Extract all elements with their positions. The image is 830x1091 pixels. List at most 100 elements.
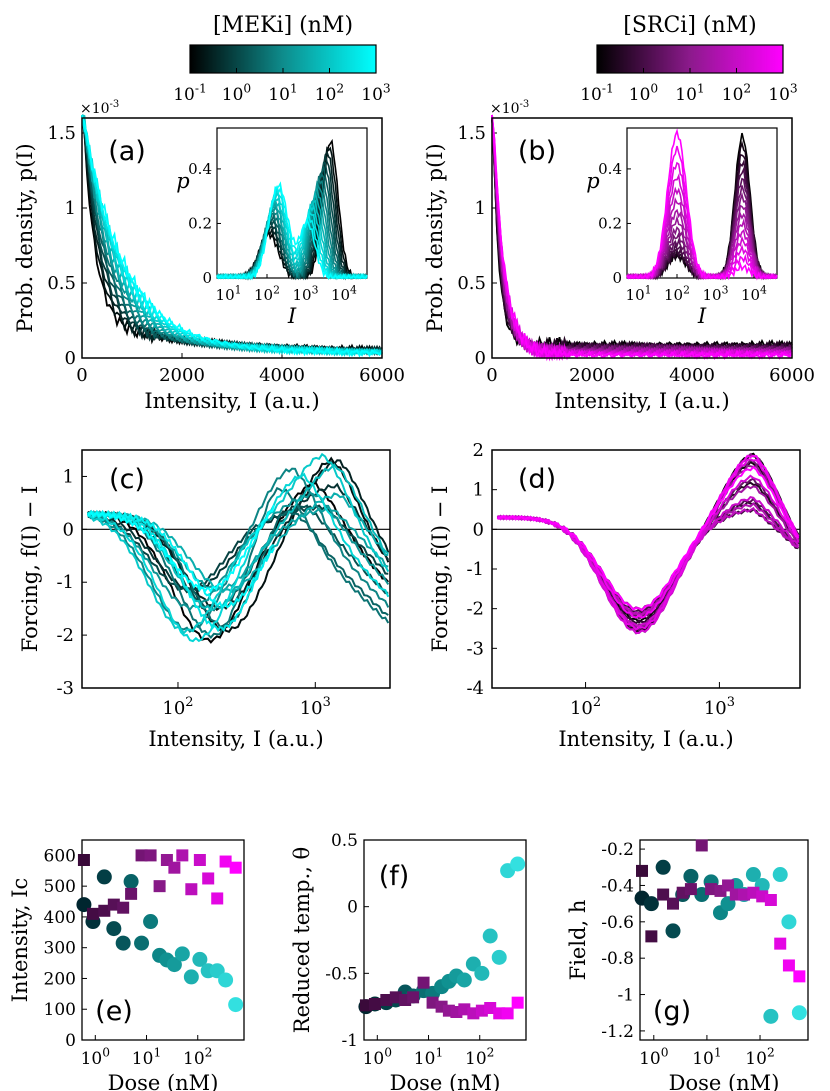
colorbar-tick-label: 102 — [722, 81, 751, 105]
meki-point — [791, 1005, 807, 1021]
x-tick-label: 102 — [162, 695, 193, 719]
y-tick-label: -2 — [466, 599, 484, 620]
colorbar-tick-label: 101 — [268, 81, 297, 105]
panel-label: (c) — [109, 464, 145, 495]
inset-y-tick-label: 0.2 — [598, 214, 622, 232]
meki-point — [643, 896, 659, 912]
x-tick-label: 100 — [639, 1045, 668, 1069]
x-tick-label: 103 — [300, 695, 331, 719]
y-tick-label: 600 — [44, 846, 76, 866]
y-tick-label: -1 — [617, 986, 634, 1006]
meki-point — [96, 869, 112, 885]
y-tick-label: -4 — [466, 678, 484, 699]
srci-point — [359, 999, 372, 1012]
axes-frame — [639, 839, 809, 1041]
panel-label: (e) — [95, 996, 133, 1027]
srci-point — [738, 888, 751, 901]
inset-x-tick-label: 101 — [216, 283, 242, 304]
panel-f: 100 101 102 -1 -0.5 0 0.5 Dose (nM) Reduced temp… — [290, 831, 527, 1091]
colorbar-tick-label: 10-1 — [173, 81, 207, 105]
meki-point — [655, 859, 671, 875]
colorbar-srci: [SRCi] (nM) 10-1 100 101 102 103 — [580, 13, 798, 105]
x-tick-label: 0 — [76, 365, 87, 386]
srci-point — [135, 849, 148, 862]
meki-point — [218, 972, 234, 988]
forcing-curve-series — [87, 452, 390, 635]
srci-point — [176, 849, 189, 862]
meki-point — [228, 997, 244, 1013]
srci-point — [117, 901, 130, 914]
y-tick-label: -1 — [341, 1031, 358, 1051]
forcing-curve-series — [87, 509, 275, 609]
srci-point — [185, 883, 198, 896]
forcing-curves — [86, 452, 390, 644]
srci-point — [211, 892, 224, 905]
x-axis-label: Dose (nM) — [669, 1071, 780, 1091]
srci-point — [705, 883, 718, 896]
inset-y-label: p — [176, 169, 189, 193]
y-tick-label: 0 — [473, 519, 484, 540]
y-tick-label: 0 — [475, 348, 486, 369]
x-axis-label: Intensity, I (a.u.) — [148, 727, 323, 751]
y-tick-label: -0.5 — [325, 964, 358, 984]
srci-point — [107, 898, 120, 911]
y-axis-label: Reduced temp., θ — [290, 847, 314, 1033]
density-curve-series — [81, 116, 383, 358]
x-tick-label: 4000 — [669, 365, 715, 386]
srci-point — [368, 998, 381, 1010]
forcing-curve-series — [86, 492, 389, 594]
srci-point — [426, 996, 439, 1009]
meki-point — [474, 965, 490, 981]
inset-x-tick-label: 102 — [254, 283, 280, 304]
srci-point — [407, 991, 420, 1004]
x-tick-label: 101 — [414, 1045, 443, 1069]
inset-y-tick-label: 0.2 — [188, 214, 212, 232]
srci-point — [389, 991, 402, 1004]
panel-d: 102 103 -4 -3 -2 -1 0 1 2 Intensity, I (a.u.) Forc… — [428, 440, 801, 751]
srci-point — [219, 855, 232, 868]
inset-y-tick-label: 0 — [612, 269, 622, 287]
srci-point — [153, 880, 166, 893]
y-tick-label: -0.6 — [601, 913, 634, 933]
meki-point — [772, 867, 788, 883]
inset-curve-series — [216, 181, 368, 280]
y-tick-label: 0 — [63, 519, 74, 540]
axes-frame — [363, 839, 527, 1041]
panel-label: (a) — [108, 136, 146, 167]
y-tick-label: 200 — [44, 969, 76, 989]
x-tick-label: 103 — [704, 695, 735, 719]
panel-label: (f) — [379, 861, 410, 892]
x-tick-label: 102 — [465, 1045, 494, 1069]
y-tick-label: 2 — [473, 440, 484, 461]
panel-b: 0 2000 4000 6000 0 0.5 1 1.5×10-3 Intensity, I (… — [423, 99, 815, 413]
forcing-curve-series — [86, 472, 390, 643]
panel-c: 102 103 -3 -2 -1 0 1 Intensity, I (a.u.) Forcing… — [18, 449, 391, 751]
y-axis-label: Prob. density, p(I) — [13, 143, 37, 332]
inset-x-tick-label: 104 — [741, 283, 767, 304]
y-tick-label: -0.8 — [601, 949, 634, 969]
colorbar-tick-label: 100 — [222, 81, 251, 105]
y-tick-label: 500 — [44, 877, 76, 897]
forcing-curve-series — [497, 508, 799, 614]
inset-y-tick-label: 0.4 — [188, 160, 212, 178]
inset-curve-series — [626, 128, 778, 281]
y-multiplier: ×10-3 — [80, 99, 119, 117]
meki-point — [143, 914, 159, 930]
srci-point — [98, 904, 111, 917]
srci-point — [125, 887, 138, 900]
x-axis-label: Intensity, I (a.u.) — [554, 389, 729, 413]
srci-point — [511, 996, 524, 1009]
meki-point — [665, 923, 681, 939]
srci-point — [501, 1007, 514, 1020]
x-tick-label: 2000 — [569, 365, 615, 386]
meki-point — [134, 935, 150, 951]
inset-x-label: I — [287, 304, 297, 328]
x-axis-label: Intensity, I (a.u.) — [144, 389, 319, 413]
x-tick-label: 6000 — [359, 365, 405, 386]
meki-point — [456, 972, 472, 988]
forcing-curve-series — [86, 504, 275, 594]
forcing-curve-series — [87, 482, 390, 644]
inset-x-tick-label: 103 — [702, 283, 728, 304]
colorbar-tick-label: 103 — [361, 81, 390, 105]
